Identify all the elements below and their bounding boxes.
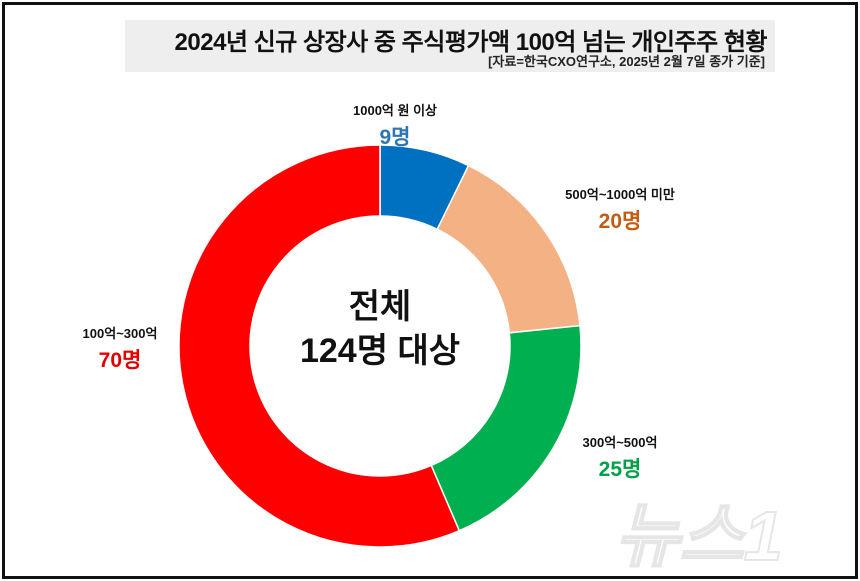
donut-slice-3 (178, 144, 461, 548)
slice-label-2: 300억~500억 25명 (560, 432, 680, 483)
slice-category: 1000억 원 이상 (353, 103, 437, 118)
chart-title: 2024년 신규 상장사 중 주식평가액 100억 넘는 개인주주 현황 (174, 29, 768, 56)
slice-category: 500억~1000억 미만 (565, 187, 675, 202)
slice-value: 20명 (598, 210, 642, 233)
slice-category: 100억~300억 (82, 326, 158, 341)
slice-label-1: 500억~1000억 미만 20명 (545, 184, 695, 235)
center-label-line2: 124명 대상 (299, 332, 460, 370)
slice-value: 9명 (379, 126, 411, 149)
title-box: 2024년 신규 상장사 중 주식평가액 100억 넘는 개인주주 현황 [자료… (125, 20, 775, 72)
chart-source: [자료=한국CXO연구소, 2025년 2월 7일 종가 기준] (488, 54, 765, 69)
center-label: 전체 124명 대상 (250, 285, 510, 373)
slice-value: 70명 (98, 349, 142, 372)
news1-watermark-logo: 뉴스1 (614, 496, 784, 576)
slice-label-3: 100억~300억 70명 (60, 323, 180, 374)
center-label-line1: 전체 (348, 288, 412, 326)
slice-category: 300억~500억 (582, 435, 658, 450)
slice-label-0: 1000억 원 이상 9명 (325, 100, 465, 151)
slice-value: 25명 (598, 458, 642, 481)
